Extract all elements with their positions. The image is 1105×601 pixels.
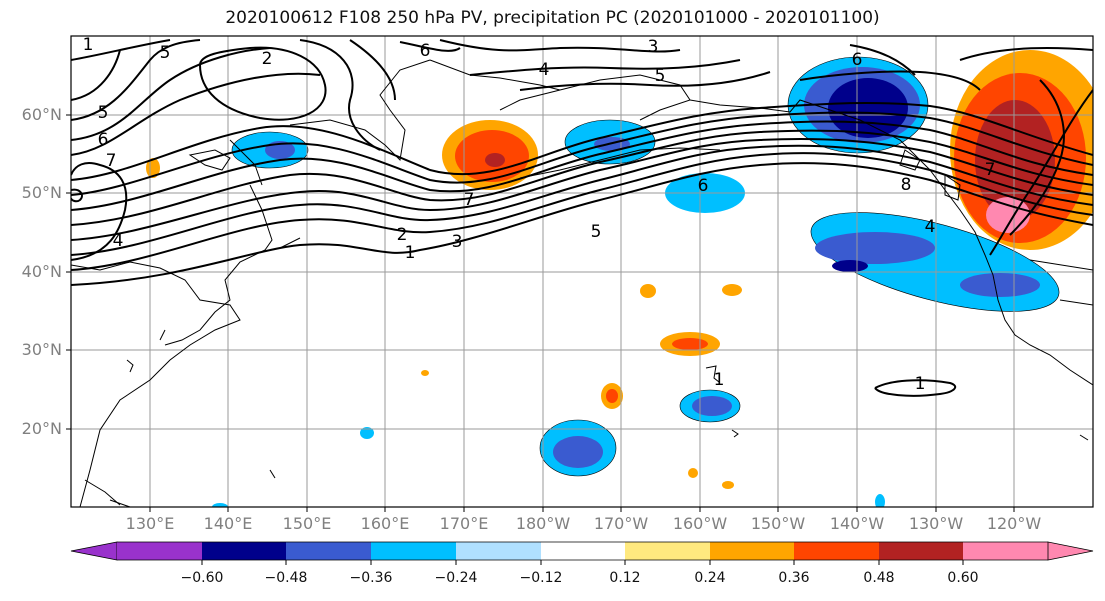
colorbar-tick-label: −0.12: [519, 570, 563, 586]
colorbar-tick-label: 0.12: [609, 570, 641, 586]
contour-label: 8: [901, 175, 912, 195]
colorbar-tick-label: −0.36: [349, 570, 393, 586]
colorbar-tick-label: 0.48: [863, 570, 895, 586]
contour-label: 2: [397, 225, 408, 245]
contour-label: 6: [852, 50, 863, 70]
axis-ticks: [66, 114, 1015, 512]
colorbar-swatch-5: [541, 542, 625, 560]
colorbar-swatch-10: [1047, 541, 1094, 561]
contour-label: 4: [539, 60, 550, 80]
colorbar-swatch-7: [710, 542, 794, 560]
colorbar-swatch-9: [879, 542, 963, 560]
contour-label: 6: [420, 41, 431, 61]
contour-label: 7: [985, 160, 996, 180]
contour-label: 6: [98, 130, 109, 150]
colorbar-tick-label: 0.36: [778, 570, 810, 586]
islands: [126, 329, 1089, 479]
colorbar-swatch-3: [371, 542, 456, 560]
colorbar-swatch-6: [625, 542, 710, 560]
lon-label: 150°W: [750, 514, 806, 533]
colorbar-swatch-10: [963, 542, 1048, 560]
contour-label: 3: [648, 37, 659, 57]
lon-label: 140°W: [829, 514, 885, 533]
contour-label: 3: [452, 232, 463, 252]
lon-label: 170°W: [593, 514, 649, 533]
colorbar-tick-label: −0.24: [434, 570, 478, 586]
pv-contour-labels: 1 2 3 4 5 6 7 8 1 2 5 6 7 5 6 4 5 3 6 4 …: [83, 35, 996, 394]
lon-label: 130°E: [125, 514, 175, 533]
colorbar-tick-label: 0.24: [694, 570, 726, 586]
lon-label: 150°E: [282, 514, 332, 533]
contour-label: 1: [714, 370, 725, 390]
coastlines: [71, 59, 1093, 507]
colorbar-swatch-8: [794, 542, 879, 560]
contour-label: 4: [925, 217, 936, 237]
lat-label: 30°N: [21, 340, 62, 359]
lon-label: 180°W: [515, 514, 571, 533]
contour-label: 1: [405, 243, 416, 263]
contour-label: 7: [464, 190, 475, 210]
lat-label: 20°N: [21, 419, 62, 438]
colorbar-tick-label: −0.48: [264, 570, 308, 586]
lon-label: 160°W: [672, 514, 728, 533]
lon-label: 120°W: [986, 514, 1042, 533]
contour-label: 5: [160, 43, 171, 63]
contour-label: 1: [83, 35, 94, 55]
contour-label: 1: [915, 374, 926, 394]
colorbar-tick-label: −0.60: [180, 570, 224, 586]
colorbar-swatch-4: [456, 542, 541, 560]
lat-label: 40°N: [21, 262, 62, 281]
contour-label: 5: [591, 222, 602, 242]
lat-label: 60°N: [21, 105, 62, 124]
lon-label: 130°W: [908, 514, 964, 533]
contour-label: 7: [106, 151, 117, 171]
contour-label: 5: [98, 103, 109, 123]
map-title: 2020100612 F108 250 hPa PV, precipitatio…: [225, 8, 880, 28]
contour-label: 2: [262, 49, 273, 69]
contour-label: 4: [113, 231, 124, 251]
colorbar-tick-label: 0.60: [947, 570, 979, 586]
lon-label: 140°E: [203, 514, 253, 533]
colorbar-swatch-2: [286, 542, 371, 560]
colorbar-swatch-0: [70, 541, 118, 561]
lon-label: 170°E: [439, 514, 489, 533]
colorbar: [70, 541, 1094, 565]
pv-contours: [71, 39, 1093, 397]
colorbar-swatch-0: [117, 542, 202, 560]
lat-label: 50°N: [21, 183, 62, 202]
lon-label: 160°E: [360, 514, 410, 533]
contour-label: 5: [655, 66, 666, 86]
contour-label: 6: [698, 176, 709, 196]
colorbar-swatch-1: [202, 542, 286, 560]
